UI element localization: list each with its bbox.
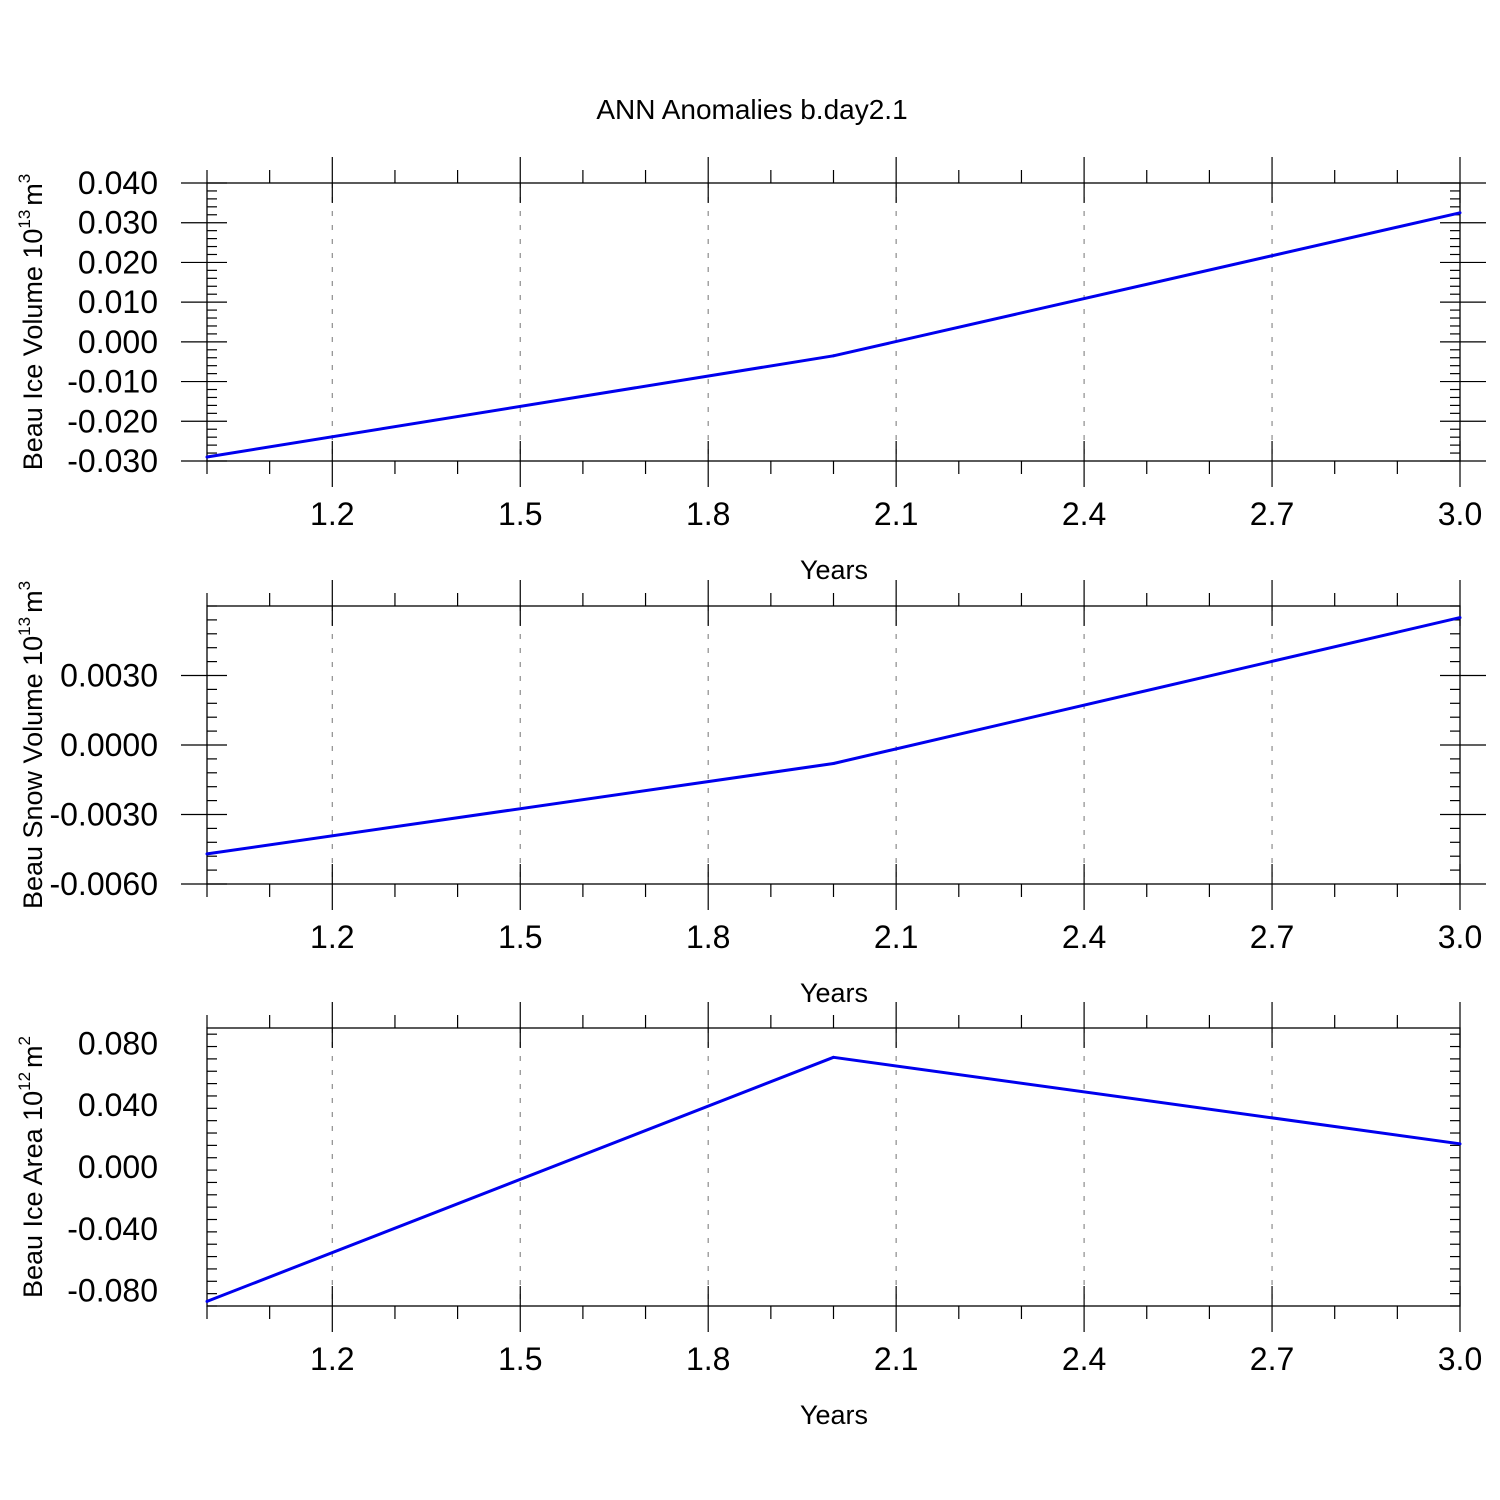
y-axis-label: Beau Ice Area 1012 m2 — [15, 1036, 48, 1298]
x-axis-label: Years — [800, 978, 868, 1008]
y-tick-label: 0.000 — [78, 324, 158, 360]
x-tick-label: 2.7 — [1250, 496, 1294, 532]
y-axis-label-exponent: 12 — [15, 1072, 34, 1091]
x-tick-label: 2.1 — [874, 919, 918, 955]
y-tick-label: -0.0060 — [49, 866, 158, 902]
panels: 1.2 1.5 1.8 2.1 2.4 2.7 3.0Years-0.030-0.020-0… — [15, 157, 1486, 1430]
data-point — [205, 455, 209, 459]
x-tick-label: 2.4 — [1062, 1341, 1106, 1377]
x-tick-label: 2.1 — [874, 1341, 918, 1377]
x-tick-label: 2.4 — [1062, 919, 1106, 955]
y-tick-label: -0.0030 — [49, 797, 158, 833]
x-tick-label: 1.5 — [498, 496, 542, 532]
x-tick-label: 3.0 — [1438, 1341, 1482, 1377]
y-tick-label: -0.030 — [67, 443, 158, 479]
y-axis-label-text: Beau Ice Area 10 — [18, 1091, 48, 1298]
series-line — [206, 1055, 1461, 1303]
data-point — [205, 1299, 209, 1303]
y-tick-label: -0.020 — [67, 403, 158, 439]
x-tick-label: 2.1 — [874, 496, 918, 532]
y-tick-label: -0.010 — [67, 364, 158, 400]
y-axis-label-exponent: 13 — [15, 210, 34, 229]
y-axis-label-unit: m — [18, 590, 48, 613]
y-axis-label-text: Beau Snow Volume 10 — [18, 636, 48, 909]
data-point — [205, 852, 209, 856]
y-axis-label-unit: m — [18, 183, 48, 206]
x-axis-label: Years — [800, 1400, 868, 1430]
y-tick-label: 0.000 — [78, 1149, 158, 1185]
x-tick-label: 1.5 — [498, 919, 542, 955]
y-tick-label: 0.010 — [78, 284, 158, 320]
x-tick-label: 2.4 — [1062, 496, 1106, 532]
y-axis-label-text: Beau Ice Volume 10 — [18, 229, 48, 471]
y-tick-label: -0.080 — [67, 1273, 158, 1309]
plot-frame — [206, 605, 1461, 885]
panel-3: 1.2 1.5 1.8 2.1 2.4 2.7 3.0 Years -0.080 -0.040 0.… — [15, 1002, 1482, 1430]
x-axis-label: Years — [800, 555, 868, 585]
plot-frame — [206, 182, 1461, 462]
x-tick-label: 3.0 — [1438, 496, 1482, 532]
x-tick-label: 3.0 — [1438, 919, 1482, 955]
x-tick-label: 1.8 — [686, 496, 730, 532]
data-point — [832, 354, 835, 358]
y-tick-label: 0.080 — [78, 1025, 158, 1061]
data-point — [832, 1055, 835, 1059]
y-axis-label: Beau Snow Volume 1013 m3 — [15, 581, 48, 909]
y-axis-label-unit: m — [18, 1045, 48, 1068]
y-tick-label: 0.0030 — [60, 658, 158, 694]
x-tick-label: 2.7 — [1250, 1341, 1294, 1377]
series-line — [206, 211, 1461, 459]
x-tick-label: 1.2 — [310, 1341, 354, 1377]
y-tick-label: 0.0000 — [60, 727, 158, 763]
plot-frame — [206, 1027, 1461, 1307]
x-tick-label: 1.2 — [310, 496, 354, 532]
x-tick-label: 2.7 — [1250, 919, 1294, 955]
chart-title: ANN Anomalies b.day2.1 — [596, 94, 907, 125]
y-tick-label: 0.040 — [78, 1087, 158, 1123]
data-point — [1458, 616, 1462, 620]
x-tick-label: 1.5 — [498, 1341, 542, 1377]
x-tick-label: 1.8 — [686, 919, 730, 955]
y-axis-label: Beau Ice Volume 1013 m3 — [15, 174, 48, 471]
data-point — [832, 762, 835, 766]
panel-1: 1.2 1.5 1.8 2.1 2.4 2.7 3.0 Years -0.030 -0.020-0… — [15, 157, 1486, 585]
y-axis-label-unit-exponent: 3 — [15, 174, 34, 183]
panel-2: 1.2 1.5 1.8 2.1 2.4 2.7 3.0 Years -0.0060 -0.0030… — [15, 580, 1486, 1008]
data-point — [1458, 1142, 1462, 1146]
y-tick-label: 0.030 — [78, 205, 158, 241]
y-tick-label: 0.020 — [78, 244, 158, 280]
data-point — [1458, 211, 1462, 215]
x-tick-label: 1.8 — [686, 1341, 730, 1377]
y-axis-label-exponent: 13 — [15, 617, 34, 636]
y-axis-label-unit-exponent: 2 — [15, 1036, 34, 1045]
y-axis-label-unit-exponent: 3 — [15, 581, 34, 590]
y-tick-label: -0.040 — [67, 1211, 158, 1247]
y-tick-label: 0.040 — [78, 165, 158, 201]
x-tick-label: 1.2 — [310, 919, 354, 955]
